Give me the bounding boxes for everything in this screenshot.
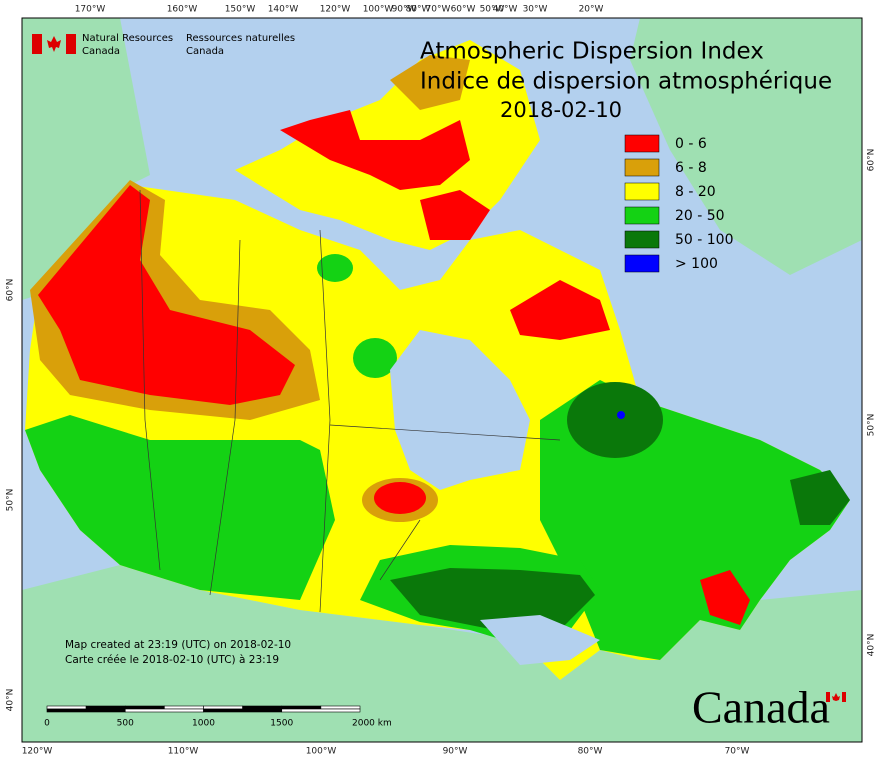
green-patch [353, 338, 397, 378]
latitude-label: 50°N [867, 414, 877, 437]
longitude-label: 20°W [579, 5, 604, 15]
legend-label: > 100 [675, 256, 718, 272]
longitude-label: 50°W [480, 5, 505, 15]
org-name: Canada [82, 46, 120, 57]
labrador-dark-green [790, 470, 850, 525]
legend-label: 8 - 20 [675, 184, 716, 200]
scale-label: 2000 km [352, 719, 392, 729]
legend-label: 6 - 8 [675, 160, 707, 176]
title: Indice de dispersion atmosphérique [420, 69, 832, 95]
longitude-label: 80°W [406, 5, 431, 15]
flag-bar [66, 34, 76, 54]
red-patch [374, 482, 426, 514]
great-lakes [480, 615, 600, 665]
longitude-label: 100°W [363, 5, 394, 15]
legend-swatch [624, 134, 660, 153]
created-note: Map created at 23:19 (UTC) on 2018-02-10 [65, 639, 291, 651]
longitude-label: 100°W [306, 747, 337, 757]
usa [22, 565, 862, 742]
scale-segment [203, 708, 283, 713]
latitude-label: 60°N [6, 279, 16, 302]
legend-swatch [624, 230, 660, 249]
baffin-red [420, 190, 490, 240]
wordmark: Canada [692, 682, 830, 733]
scale-segment [46, 705, 87, 710]
arctic-orange [390, 55, 470, 110]
scale-segment [124, 708, 204, 713]
arctic-red [280, 110, 470, 190]
longitude-label: 160°W [167, 5, 198, 15]
org-name: Ressources naturelles [186, 33, 295, 44]
created-note: Carte créée le 2018-02-10 (UTC) à 23:19 [65, 654, 279, 666]
scale-segment [203, 705, 243, 710]
wordmark-flag [826, 692, 846, 702]
scale-bar: 0 500 1000 1500 2000 km [44, 705, 392, 729]
scale-segment [85, 705, 126, 710]
latitude-label: 40°N [867, 634, 877, 657]
longitude-label: 70°W [725, 747, 750, 757]
legend-label: 0 - 6 [675, 136, 707, 152]
scale-segment [281, 705, 322, 710]
scale-segment [46, 708, 126, 713]
latitude-label: 60°N [867, 149, 877, 172]
org-name: Canada [186, 46, 224, 57]
graticule-labels: 170°W 160°W 150°W 140°W 120°W 100°W90°W80°W70… [6, 5, 877, 757]
latitude-label: 40°N [6, 689, 16, 712]
longitude-label: 70°W [426, 5, 451, 15]
greenland [630, 18, 862, 275]
scale-segment [164, 705, 204, 710]
legend: 0 - 6 6 - 8 8 - 20 20 - 50 50 - 100 > 100 [624, 134, 734, 273]
date: 2018-02-10 [500, 98, 622, 122]
baffin-south-red [510, 280, 610, 340]
legend-swatch [624, 182, 660, 201]
longitude-label: 40°W [493, 5, 518, 15]
flag-bar [32, 34, 42, 54]
longitude-label: 60°W [451, 5, 476, 15]
org-name: Natural Resources [82, 33, 173, 44]
legend-swatch [624, 206, 660, 225]
green-patch [317, 254, 353, 282]
scale-label: 0 [44, 719, 50, 729]
longitude-label: 170°W [75, 5, 106, 15]
map-body [22, 18, 862, 742]
legend-swatch [624, 158, 660, 177]
latitude-label: 50°N [6, 489, 16, 512]
longitude-label: 140°W [268, 5, 299, 15]
longitude-label: 90°W [443, 747, 468, 757]
legend-swatch [624, 254, 660, 273]
west-green [25, 415, 335, 600]
scale-segment [281, 708, 361, 713]
maritimes-red [700, 570, 750, 625]
legend-label: 50 - 100 [675, 232, 734, 248]
hudson-bay [390, 330, 530, 490]
scale-segment [242, 705, 283, 710]
map-frame [21, 17, 863, 743]
scale-label: 1500 [270, 719, 293, 729]
provincial-borders [139, 189, 561, 613]
quebec-dark-green [567, 382, 663, 458]
longitude-label: 30°W [523, 5, 548, 15]
max-patch [617, 411, 625, 419]
maple-leaf [47, 36, 61, 52]
nrcan-logo [32, 34, 76, 54]
scale-segment [124, 705, 165, 710]
longitude-label: 120°W [22, 747, 53, 757]
longitude-label: 80°W [578, 747, 603, 757]
longitude-label: 90°W [392, 5, 417, 15]
nw-red [38, 185, 295, 405]
scale-label: 500 [117, 719, 134, 729]
title: Atmospheric Dispersion Index [420, 39, 764, 65]
scale-label: 1000 [192, 719, 215, 729]
scale-segment [320, 705, 361, 710]
legend-label: 20 - 50 [675, 208, 725, 224]
longitude-label: 150°W [225, 5, 256, 15]
alaska [22, 18, 150, 300]
longitude-label: 120°W [320, 5, 351, 15]
longitude-label: 110°W [168, 747, 199, 757]
